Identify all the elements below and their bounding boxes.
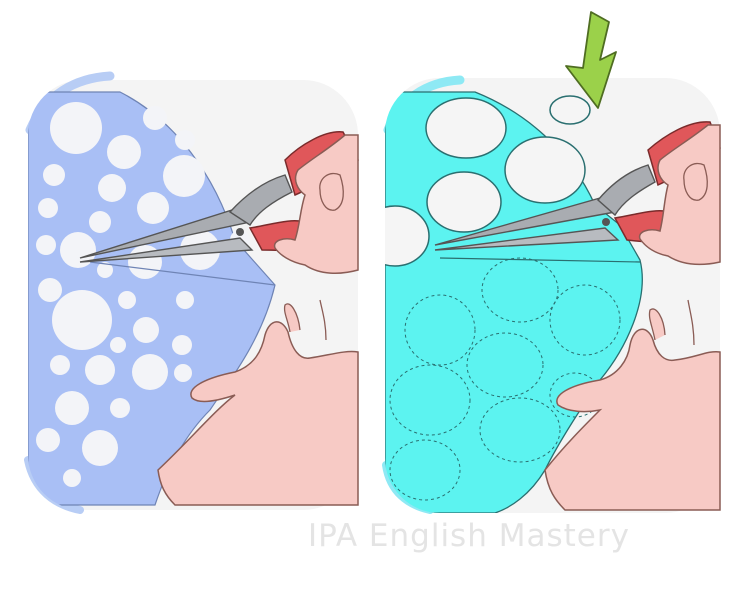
- right-paper-circles: [385, 95, 591, 267]
- left-panel: [24, 71, 360, 514]
- watermark-text: IPA English Mastery: [308, 518, 630, 554]
- down-arrow-icon: [565, 11, 617, 109]
- right-paper-dashed-guides: [389, 257, 621, 501]
- left-cut-line: [89, 261, 276, 286]
- left-holding-hand: [157, 299, 359, 506]
- right-cut-line: [439, 257, 641, 263]
- left-cutting-hand: [273, 134, 359, 275]
- right-panel: [382, 75, 721, 514]
- left-paper-dots: [36, 102, 250, 487]
- right-holding-hand: [544, 299, 721, 511]
- right-cutting-hand: [638, 124, 721, 266]
